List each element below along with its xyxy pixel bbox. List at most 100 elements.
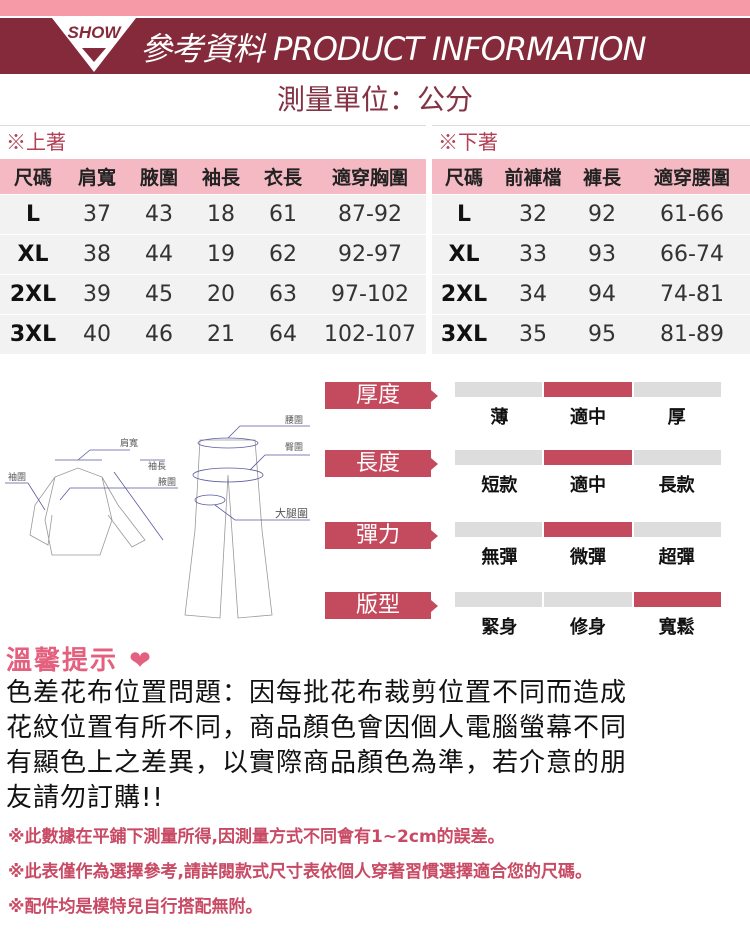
option-label: 厚 <box>667 407 686 428</box>
label-cuff: 袖圍 <box>8 471 26 483</box>
tips-line: 有顯色上之差異，以實際商品顏色為準，若介意的朋 <box>6 748 628 778</box>
table-cell: 94 <box>588 282 616 307</box>
attribute-options: 無彈 微彈 超彈 <box>455 543 721 569</box>
scale-segment <box>455 592 543 607</box>
note: ※配件均是模特兒自行搭配無附。 <box>8 897 263 917</box>
measurement-diagram: 肩寬 袖圍 袖長 腋圍 腰圍 臀圍 大腿圍 <box>5 415 310 619</box>
table-caption: ※下著 <box>438 130 498 154</box>
scale-segment <box>633 522 721 537</box>
table-cell: 44 <box>145 242 173 267</box>
attribute-options: 薄 適中 厚 <box>455 403 721 429</box>
table-header-row: 尺碼 肩寬 腋圍 袖長 衣長 適穿胸圍 <box>0 159 426 195</box>
top-size-table: ※上著 尺碼 肩寬 腋圍 袖長 衣長 適穿胸圍 L 37 43 18 61 87-92 XL 38 44 19… <box>0 125 426 355</box>
table-caption: ※上著 <box>6 130 66 154</box>
label-waist: 腰圍 <box>285 415 303 426</box>
option-label: 超彈 <box>658 547 695 568</box>
scale-segment <box>455 450 543 465</box>
note: ※此表僅作為選擇參考,請詳閱款式尺寸表依個人穿著習慣選擇適合您的尺碼。 <box>8 862 592 882</box>
scale-segment <box>544 382 632 397</box>
tips-line: 花紋位置有所不同，商品顏色會因個人電腦螢幕不同 <box>6 713 628 743</box>
label-hip: 臀圍 <box>285 442 303 453</box>
table-cell: 64 <box>269 322 297 347</box>
show-badge: SHOW <box>52 18 136 72</box>
attribute-scale <box>455 450 721 465</box>
column-header: 尺碼 <box>13 167 52 189</box>
table-cell: 66-74 <box>660 242 724 267</box>
option-label: 薄 <box>490 407 509 428</box>
table-row: L 32 92 61-66 <box>432 195 750 235</box>
attribute-options: 短款 適中 長款 <box>455 471 721 497</box>
page-title: 參考資料 PRODUCT INFORMATION <box>140 30 647 68</box>
table-cell: 61 <box>269 202 297 227</box>
table-cell: 97-102 <box>331 282 409 307</box>
table-row: XL 33 93 66-74 <box>432 235 750 275</box>
table-cell: 2XL <box>440 282 488 307</box>
option-label: 寬鬆 <box>658 617 695 638</box>
table-cell: 62 <box>269 242 297 267</box>
attribute-label: 彈力 <box>325 522 438 549</box>
option-label: 短款 <box>481 475 518 496</box>
option-label: 無彈 <box>481 547 518 568</box>
table-cell: 63 <box>269 282 297 307</box>
column-header: 尺碼 <box>444 167 483 189</box>
option-label: 適中 <box>570 475 606 496</box>
column-header: 適穿腰圍 <box>653 167 730 189</box>
column-header: 袖長 <box>201 167 240 189</box>
table-cell: 102-107 <box>324 322 416 347</box>
table-cell: L <box>25 202 41 227</box>
table-cell: 34 <box>519 282 547 307</box>
bottom-size-table: ※下著 尺碼 前褲檔 褲長 適穿腰圍 L 32 92 61-66 XL 33 93 66-74 2XL 3… <box>432 125 750 355</box>
scale-segment <box>544 450 632 465</box>
table-cell: 21 <box>207 322 235 347</box>
table-cell: 74-81 <box>660 282 724 307</box>
tips-heading: 溫馨提示 ❤ <box>6 640 153 677</box>
table-row: L 37 43 18 61 87-92 <box>0 195 426 235</box>
label-sleeve: 袖長 <box>148 460 166 472</box>
table-row: 2XL 39 45 20 63 97-102 <box>0 275 426 315</box>
table-cell: XL <box>448 242 480 267</box>
table-cell: 92 <box>588 202 616 227</box>
column-header: 前褲檔 <box>504 167 562 189</box>
table-cell: 18 <box>207 202 235 227</box>
table-cell: 87-92 <box>338 202 402 227</box>
table-cell: 43 <box>145 202 173 227</box>
table-cell: 3XL <box>9 322 57 347</box>
table-cell: 2XL <box>9 282 57 307</box>
show-text: SHOW <box>68 23 123 42</box>
scale-segment <box>544 522 632 537</box>
unit-label: 測量單位：公分 <box>276 83 473 116</box>
scale-segment <box>455 522 543 537</box>
table-cell: 45 <box>145 282 173 307</box>
attribute-scale <box>455 592 721 607</box>
attribute-scale <box>455 382 721 397</box>
option-label: 微彈 <box>570 547 606 568</box>
label-shoulder: 肩寬 <box>120 437 138 449</box>
option-label: 緊身 <box>481 617 518 638</box>
table-cell: 32 <box>519 202 547 227</box>
column-header: 適穿胸圍 <box>331 167 408 189</box>
table-cell: 95 <box>588 322 616 347</box>
column-header: 褲長 <box>582 167 621 189</box>
label-armpit: 腋圍 <box>158 476 176 488</box>
table-cell: L <box>456 202 472 227</box>
table-cell: 81-89 <box>660 322 724 347</box>
scale-segment <box>455 382 543 397</box>
table-cell: 3XL <box>440 322 488 347</box>
option-label: 修身 <box>570 617 606 638</box>
scale-segment <box>544 592 632 607</box>
table-cell: XL <box>17 242 49 267</box>
tips-paragraph: 色差花布位置問題：因每批花布裁剪位置不同而造成 花紋位置有所不同，商品顏色會因個… <box>6 676 750 816</box>
table-cell: 33 <box>519 242 547 267</box>
scale-segment <box>633 450 721 465</box>
column-header: 肩寬 <box>77 167 116 189</box>
table-cell: 92-97 <box>338 242 402 267</box>
tips-line: 友請勿訂購!! <box>6 783 164 813</box>
heart-icon: ❤ <box>129 646 153 676</box>
table-cell: 19 <box>207 242 235 267</box>
scale-segment <box>633 592 721 607</box>
table-row: 2XL 34 94 74-81 <box>432 275 750 315</box>
table-cell: 39 <box>83 282 111 307</box>
table-cell: 93 <box>588 242 616 267</box>
attribute-options: 緊身 修身 寬鬆 <box>455 613 721 639</box>
tips-line: 色差花布位置問題：因每批花布裁剪位置不同而造成 <box>6 678 628 708</box>
